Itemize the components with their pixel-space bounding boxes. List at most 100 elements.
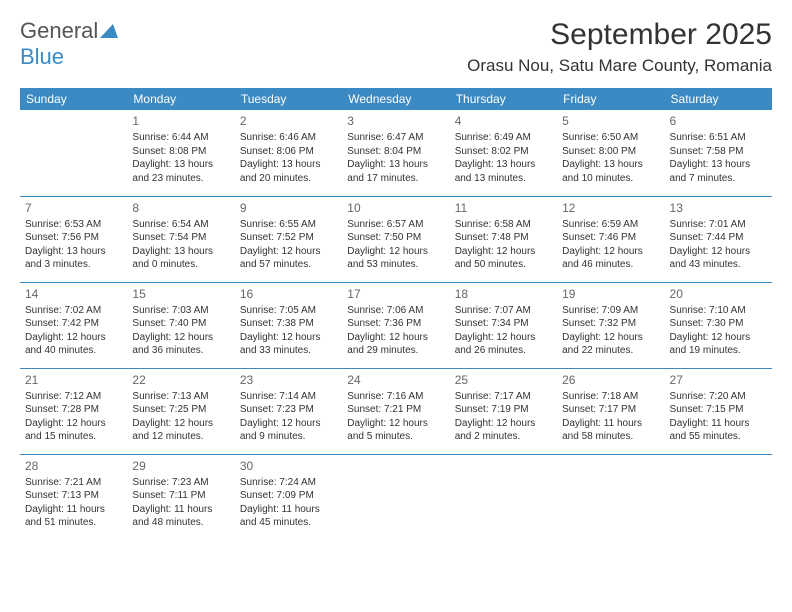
sunset-text: Sunset: 7:11 PM	[132, 489, 229, 503]
page-header: GeneralBlue September 2025 Orasu Nou, Sa…	[20, 18, 772, 76]
day-number: 14	[25, 286, 122, 302]
sunrise-text: Sunrise: 7:18 AM	[562, 390, 659, 404]
sunrise-text: Sunrise: 7:02 AM	[25, 304, 122, 318]
daylight-text: Daylight: 13 hours and 0 minutes.	[132, 245, 229, 272]
sunset-text: Sunset: 7:19 PM	[455, 403, 552, 417]
sunrise-text: Sunrise: 6:57 AM	[347, 218, 444, 232]
sunrise-text: Sunrise: 6:47 AM	[347, 131, 444, 145]
day-number: 27	[670, 372, 767, 388]
calendar-day-cell: 4 Sunrise: 6:49 AMSunset: 8:02 PMDaylight…	[450, 110, 557, 196]
sunset-text: Sunset: 7:44 PM	[670, 231, 767, 245]
day-number: 18	[455, 286, 552, 302]
day-number: 6	[670, 113, 767, 129]
sunrise-text: Sunrise: 7:23 AM	[132, 476, 229, 490]
triangle-icon	[100, 18, 118, 43]
sunset-text: Sunset: 8:02 PM	[455, 145, 552, 159]
day-number: 16	[240, 286, 337, 302]
sunrise-text: Sunrise: 7:13 AM	[132, 390, 229, 404]
brand-name-part2: Blue	[20, 44, 64, 69]
sunrise-text: Sunrise: 6:50 AM	[562, 131, 659, 145]
sunset-text: Sunset: 7:25 PM	[132, 403, 229, 417]
daylight-text: Daylight: 11 hours and 45 minutes.	[240, 503, 337, 530]
calendar-day-cell: 15Sunrise: 7:03 AMSunset: 7:40 PMDayligh…	[127, 282, 234, 368]
sunrise-text: Sunrise: 7:07 AM	[455, 304, 552, 318]
calendar-header-row: Sunday Monday Tuesday Wednesday Thursday…	[20, 88, 772, 110]
weekday-header: Tuesday	[235, 88, 342, 110]
calendar-day-cell: 23Sunrise: 7:14 AMSunset: 7:23 PMDayligh…	[235, 368, 342, 454]
day-number: 8	[132, 200, 229, 216]
brand-name: GeneralBlue	[20, 18, 118, 70]
sunrise-text: Sunrise: 6:51 AM	[670, 131, 767, 145]
weekday-header: Thursday	[450, 88, 557, 110]
daylight-text: Daylight: 12 hours and 5 minutes.	[347, 417, 444, 444]
calendar-day-cell: 19Sunrise: 7:09 AMSunset: 7:32 PMDayligh…	[557, 282, 664, 368]
calendar-day-cell	[557, 454, 664, 540]
daylight-text: Daylight: 12 hours and 53 minutes.	[347, 245, 444, 272]
calendar-day-cell: 14Sunrise: 7:02 AMSunset: 7:42 PMDayligh…	[20, 282, 127, 368]
daylight-text: Daylight: 13 hours and 23 minutes.	[132, 158, 229, 185]
calendar-day-cell	[342, 454, 449, 540]
brand-logo: GeneralBlue	[20, 18, 118, 70]
daylight-text: Daylight: 12 hours and 50 minutes.	[455, 245, 552, 272]
location-subtitle: Orasu Nou, Satu Mare County, Romania	[467, 56, 772, 76]
day-number: 23	[240, 372, 337, 388]
calendar-table: Sunday Monday Tuesday Wednesday Thursday…	[20, 88, 772, 540]
sunrise-text: Sunrise: 7:14 AM	[240, 390, 337, 404]
calendar-day-cell: 3Sunrise: 6:47 AMSunset: 8:04 PMDaylight…	[342, 110, 449, 196]
sunset-text: Sunset: 7:30 PM	[670, 317, 767, 331]
weekday-header: Friday	[557, 88, 664, 110]
day-number: 20	[670, 286, 767, 302]
sunrise-text: Sunrise: 6:49 AM	[455, 131, 552, 145]
calendar-day-cell: 9Sunrise: 6:55 AMSunset: 7:52 PMDaylight…	[235, 196, 342, 282]
daylight-text: Daylight: 13 hours and 10 minutes.	[562, 158, 659, 185]
daylight-text: Daylight: 12 hours and 19 minutes.	[670, 331, 767, 358]
sunset-text: Sunset: 7:21 PM	[347, 403, 444, 417]
sunrise-text: Sunrise: 7:12 AM	[25, 390, 122, 404]
calendar-day-cell: 5Sunrise: 6:50 AMSunset: 8:00 PMDaylight…	[557, 110, 664, 196]
calendar-day-cell: 2Sunrise: 6:46 AMSunset: 8:06 PMDaylight…	[235, 110, 342, 196]
calendar-week-row: 1Sunrise: 6:44 AMSunset: 8:08 PMDaylight…	[20, 110, 772, 196]
calendar-day-cell: 1Sunrise: 6:44 AMSunset: 8:08 PMDaylight…	[127, 110, 234, 196]
sunset-text: Sunset: 7:13 PM	[25, 489, 122, 503]
day-number: 3	[347, 113, 444, 129]
weekday-header: Sunday	[20, 88, 127, 110]
calendar-day-cell: 6Sunrise: 6:51 AMSunset: 7:58 PMDaylight…	[665, 110, 772, 196]
daylight-text: Daylight: 13 hours and 20 minutes.	[240, 158, 337, 185]
day-number: 17	[347, 286, 444, 302]
calendar-day-cell: 22Sunrise: 7:13 AMSunset: 7:25 PMDayligh…	[127, 368, 234, 454]
day-number: 2	[240, 113, 337, 129]
daylight-text: Daylight: 12 hours and 46 minutes.	[562, 245, 659, 272]
weekday-header: Wednesday	[342, 88, 449, 110]
calendar-day-cell: 30Sunrise: 7:24 AMSunset: 7:09 PMDayligh…	[235, 454, 342, 540]
daylight-text: Daylight: 12 hours and 43 minutes.	[670, 245, 767, 272]
calendar-day-cell: 17Sunrise: 7:06 AMSunset: 7:36 PMDayligh…	[342, 282, 449, 368]
calendar-day-cell	[20, 110, 127, 196]
calendar-week-row: 21 Sunrise: 7:12 AMSunset: 7:28 PM Dayligh…	[20, 368, 772, 454]
calendar-day-cell: 11Sunrise: 6:58 AMSunset: 7:48 PMDayligh…	[450, 196, 557, 282]
sunset-text: Sunset: 7:48 PM	[455, 231, 552, 245]
calendar-day-cell: 25Sunrise: 7:17 AMSunset: 7:19 PMDayligh…	[450, 368, 557, 454]
sunset-text: Sunset: 7:50 PM	[347, 231, 444, 245]
sunrise-text: Sunrise: 7:21 AM	[25, 476, 122, 490]
sunset-text: Sunset: 7:09 PM	[240, 489, 337, 503]
calendar-week-row: 14Sunrise: 7:02 AMSunset: 7:42 PMDayligh…	[20, 282, 772, 368]
sunrise-text: Sunrise: 6:55 AM	[240, 218, 337, 232]
day-number: 13	[670, 200, 767, 216]
sunset-text: Sunset: 7:36 PM	[347, 317, 444, 331]
day-number: 4	[455, 113, 552, 129]
daylight-text: Daylight: 13 hours and 3 minutes.	[25, 245, 122, 272]
sunset-text: Sunset: 7:28 PM	[25, 403, 122, 417]
daylight-text: Daylight: 13 hours and 13 minutes.	[455, 158, 552, 185]
daylight-text: Daylight: 13 hours and 7 minutes.	[670, 158, 767, 185]
calendar-day-cell: 26Sunrise: 7:18 AMSunset: 7:17 PMDayligh…	[557, 368, 664, 454]
day-number: 9	[240, 200, 337, 216]
day-number: 21	[25, 372, 122, 388]
sunrise-text: Sunrise: 7:09 AM	[562, 304, 659, 318]
calendar-day-cell: 16Sunrise: 7:05 AMSunset: 7:38 PMDayligh…	[235, 282, 342, 368]
sunrise-text: Sunrise: 7:20 AM	[670, 390, 767, 404]
day-number: 26	[562, 372, 659, 388]
daylight-text: Daylight: 13 hours and 17 minutes.	[347, 158, 444, 185]
calendar-day-cell: 20Sunrise: 7:10 AMSunset: 7:30 PMDayligh…	[665, 282, 772, 368]
sunset-text: Sunset: 7:32 PM	[562, 317, 659, 331]
daylight-text: Daylight: 12 hours and 29 minutes.	[347, 331, 444, 358]
